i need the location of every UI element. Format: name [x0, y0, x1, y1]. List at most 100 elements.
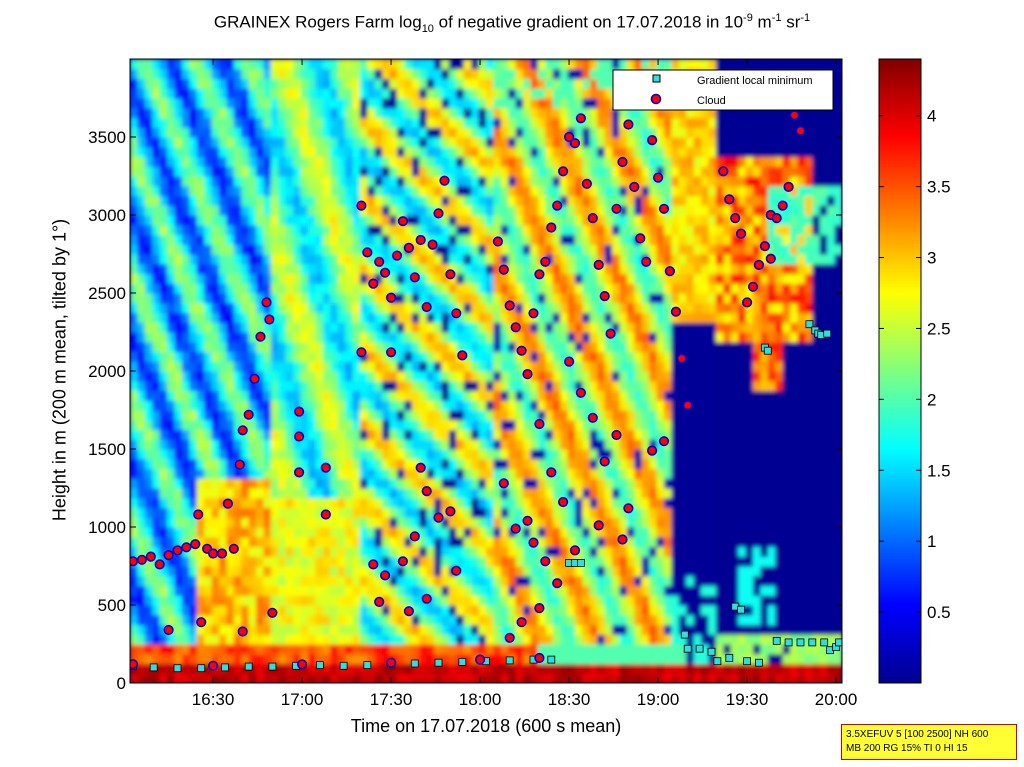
info-line-2: MB 200 RG 15% TI 0 HI 15 — [846, 743, 968, 754]
colorbar-tick-label: 2 — [927, 390, 936, 409]
cloud-marker — [208, 548, 219, 559]
gradient-min-marker — [244, 662, 253, 671]
cloud-marker — [498, 478, 509, 489]
cloud-marker — [563, 131, 575, 143]
cloud-marker — [433, 208, 444, 219]
cloud-marker — [154, 559, 165, 570]
cloud-marker — [676, 353, 687, 364]
y-tick-label: 3500 — [88, 128, 126, 147]
gradient-min-marker — [805, 320, 814, 329]
gradient-min-marker — [268, 662, 277, 671]
y-tick-label: 2500 — [88, 284, 126, 303]
gradient-min-marker — [680, 630, 689, 639]
cloud-marker — [753, 259, 765, 271]
x-tick-label: 17:30 — [370, 690, 413, 709]
cloud-marker — [421, 301, 432, 313]
gradient-min-marker — [173, 664, 182, 673]
cloud-marker — [237, 425, 248, 436]
cloud-marker — [294, 406, 305, 417]
legend-label-cloud: Cloud — [697, 95, 726, 107]
x-tick-label: 18:00 — [459, 690, 502, 709]
gradient-min-marker — [315, 661, 324, 669]
gradient-min-marker — [713, 657, 722, 666]
cloud-marker — [658, 436, 670, 447]
colorbar-tick-label: 4 — [927, 107, 936, 126]
gradient-min-marker — [434, 658, 443, 667]
gradient-min-marker — [743, 657, 751, 666]
cloud-marker — [145, 551, 156, 562]
colorbar-tick-label: 3 — [927, 249, 936, 268]
cloud-marker — [294, 431, 305, 442]
gradient-min-marker — [149, 663, 158, 672]
cloud-marker — [587, 412, 598, 423]
cloud-marker — [320, 509, 331, 520]
cloud-marker — [457, 350, 468, 361]
cloud-marker — [795, 125, 806, 136]
cloud-marker — [249, 373, 260, 384]
cloud-marker — [557, 166, 569, 177]
cloud-marker — [557, 496, 569, 508]
gradient-min-marker — [695, 644, 704, 653]
cloud-marker — [216, 548, 228, 559]
cloud-marker — [356, 200, 367, 211]
colorbar-tick-label: 0.5 — [927, 603, 951, 622]
cloud-marker — [433, 512, 444, 523]
cloud-marker — [670, 306, 682, 317]
cloud-marker — [397, 216, 409, 227]
cloud-marker — [492, 236, 504, 247]
cloud-marker — [498, 264, 509, 275]
gradient-min-marker — [547, 655, 556, 664]
cloud-marker — [563, 356, 575, 367]
cloud-marker — [569, 138, 581, 149]
cloud-marker — [611, 203, 622, 214]
cloud-marker — [718, 166, 729, 177]
cloud-marker — [646, 135, 658, 146]
cloud-marker — [534, 418, 545, 430]
cloud-marker — [181, 542, 192, 553]
cloud-marker — [234, 459, 245, 470]
gradient-min-marker — [505, 656, 514, 665]
x-axis-label: Time on 17.07.2018 (600 s mean) — [350, 716, 622, 736]
cloud-marker — [510, 322, 521, 333]
cloud-marker — [163, 549, 174, 561]
cloud-marker — [163, 624, 174, 636]
cloud-marker — [380, 267, 391, 278]
cloud-marker — [635, 233, 646, 244]
cloud-marker — [516, 617, 527, 628]
cloud-marker — [380, 570, 391, 581]
gradient-min-marker — [835, 638, 842, 647]
cloud-marker — [528, 537, 539, 548]
cloud-marker — [208, 660, 219, 671]
x-axis: 16:30 17:00 17:30 18:00 18:30 19:00 19:30 20:00 — [192, 59, 857, 709]
y-tick-label: 2000 — [88, 362, 126, 381]
cloud-marker — [641, 256, 652, 267]
gradient-min-marker — [820, 638, 829, 647]
cloud-marker — [783, 181, 794, 192]
cloud-marker — [261, 297, 272, 308]
cloud-marker — [546, 467, 557, 478]
heatmap-field — [130, 59, 842, 683]
cloud-marker — [386, 657, 397, 668]
cloud-marker — [451, 308, 462, 319]
x-tick-label: 19:30 — [726, 690, 769, 709]
cloud-marker — [445, 269, 456, 280]
cloud-marker — [581, 178, 593, 189]
cloud-marker — [735, 228, 747, 239]
cloud-marker — [540, 256, 551, 267]
cloud-marker — [730, 213, 741, 224]
cloud-marker — [605, 328, 616, 339]
cloud-marker — [386, 292, 397, 303]
legend-box — [612, 69, 834, 111]
cloud-marker — [445, 506, 456, 517]
gradient-min-marker — [796, 638, 805, 647]
cloud-marker — [682, 400, 693, 411]
cloud-marker — [747, 281, 759, 292]
x-tick-label: 19:00 — [637, 690, 680, 709]
cloud-marker — [362, 247, 373, 258]
cloud-marker — [136, 554, 147, 565]
colorbar-tick-label: 2.5 — [927, 319, 951, 338]
cloud-marker — [403, 242, 415, 253]
cloud-marker — [193, 509, 204, 520]
cloud-marker — [646, 445, 658, 456]
